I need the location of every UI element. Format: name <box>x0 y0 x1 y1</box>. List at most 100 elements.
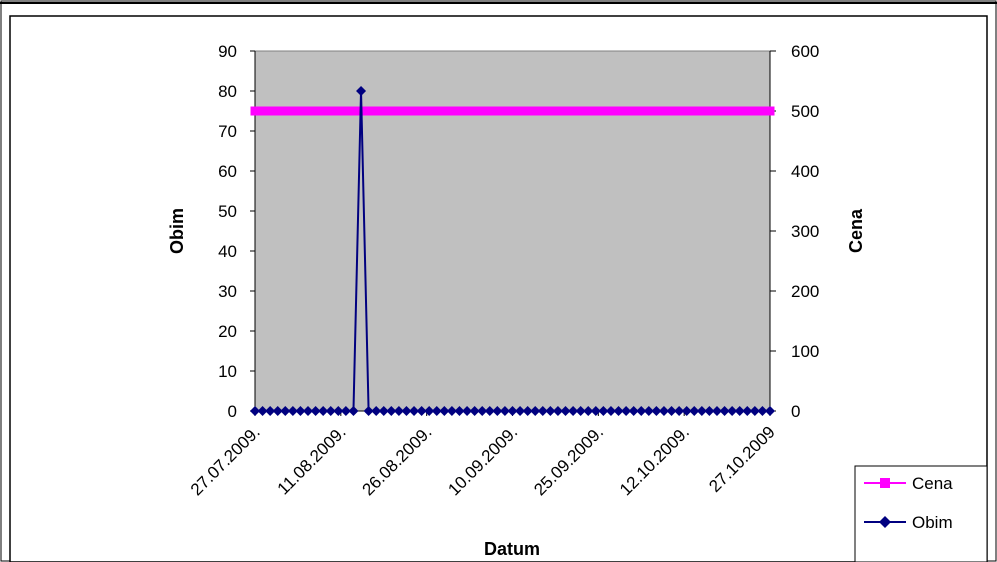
point-cena <box>644 106 654 116</box>
left-tick-label: 50 <box>218 202 237 221</box>
point-cena <box>674 106 684 116</box>
point-cena <box>265 106 275 116</box>
point-cena <box>386 106 396 116</box>
point-cena <box>394 106 404 116</box>
point-cena <box>621 106 631 116</box>
point-cena <box>333 106 343 116</box>
point-obim <box>484 406 495 416</box>
point-obim <box>272 406 283 416</box>
point-cena <box>583 106 593 116</box>
right-tick-label: 400 <box>791 162 819 181</box>
point-obim <box>560 406 571 416</box>
point-cena <box>682 106 692 116</box>
point-cena <box>727 106 737 116</box>
point-cena <box>454 106 464 116</box>
point-obim <box>734 406 745 416</box>
point-obim <box>454 406 465 416</box>
legend-label-cena: Cena <box>912 474 953 493</box>
point-cena <box>697 106 707 116</box>
point-obim <box>658 406 669 416</box>
point-obim <box>507 406 518 416</box>
point-obim <box>416 406 427 416</box>
point-cena <box>735 106 745 116</box>
point-cena <box>757 106 767 116</box>
plot-area <box>254 50 771 412</box>
point-obim <box>545 406 556 416</box>
point-obim <box>727 406 738 416</box>
point-cena <box>636 106 646 116</box>
point-cena <box>492 106 502 116</box>
point-cena <box>538 106 548 116</box>
point-cena <box>273 106 283 116</box>
point-cena <box>326 106 336 116</box>
point-cena <box>568 106 578 116</box>
point-cena <box>598 106 608 116</box>
point-obim <box>477 406 488 416</box>
point-obim <box>325 406 336 416</box>
right-tick-label: 100 <box>791 342 819 361</box>
point-obim <box>378 406 389 416</box>
point-cena <box>500 106 510 116</box>
point-obim <box>719 406 730 416</box>
point-cena <box>765 106 775 116</box>
point-cena <box>341 106 351 116</box>
point-obim <box>386 406 397 416</box>
x-axis-title: Datum <box>484 539 540 559</box>
point-cena <box>561 106 571 116</box>
series-obim <box>250 86 775 416</box>
point-obim <box>598 406 609 416</box>
left-tick-label: 70 <box>218 122 237 141</box>
point-obim <box>318 406 329 416</box>
point-obim <box>651 406 662 416</box>
point-cena <box>280 106 290 116</box>
point-obim <box>590 406 601 416</box>
point-obim <box>340 406 351 416</box>
point-obim <box>628 406 639 416</box>
point-cena <box>250 106 260 116</box>
legend-label-obim: Obim <box>912 513 953 532</box>
right-tick-label: 300 <box>791 222 819 241</box>
point-obim <box>742 406 753 416</box>
point-cena <box>606 106 616 116</box>
point-cena <box>424 106 434 116</box>
point-cena <box>311 106 321 116</box>
point-cena <box>742 106 752 116</box>
point-obim <box>636 406 647 416</box>
point-obim <box>393 406 404 416</box>
point-obim <box>431 406 442 416</box>
point-obim <box>568 406 579 416</box>
point-obim <box>583 406 594 416</box>
left-tick-label: 80 <box>218 82 237 101</box>
point-cena <box>712 106 722 116</box>
point-cena <box>371 106 381 116</box>
point-obim <box>310 406 321 416</box>
point-cena <box>667 106 677 116</box>
point-cena <box>689 106 699 116</box>
point-obim <box>689 406 700 416</box>
point-cena <box>545 106 555 116</box>
point-obim <box>575 406 586 416</box>
point-cena <box>659 106 669 116</box>
point-obim <box>371 406 382 416</box>
point-obim <box>643 406 654 416</box>
point-obim <box>666 406 677 416</box>
point-cena <box>295 106 305 116</box>
right-tick-label: 200 <box>791 282 819 301</box>
point-obim <box>424 406 435 416</box>
left-tick-label: 0 <box>228 402 237 421</box>
left-tick-label: 20 <box>218 322 237 341</box>
point-cena <box>318 106 328 116</box>
point-cena <box>651 106 661 116</box>
right-tick-label: 500 <box>791 102 819 121</box>
point-cena <box>401 106 411 116</box>
point-obim <box>348 406 359 416</box>
point-cena <box>485 106 495 116</box>
point-cena <box>288 106 298 116</box>
point-cena <box>515 106 525 116</box>
point-obim <box>765 406 775 416</box>
left-tick-label: 90 <box>218 42 237 61</box>
y-left-axis-title: Obim <box>167 208 187 254</box>
point-obim <box>704 406 715 416</box>
right-axis: 0 100 200 300 400 500 600 <box>769 42 819 421</box>
point-obim <box>439 406 450 416</box>
